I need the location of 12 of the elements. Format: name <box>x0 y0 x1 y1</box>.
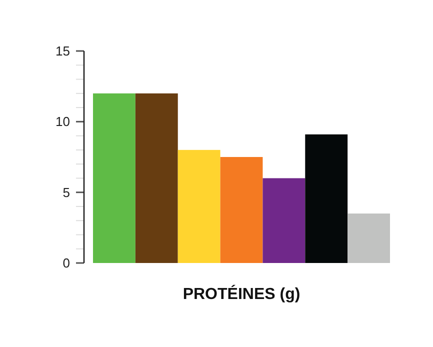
bar <box>93 93 136 263</box>
y-tick-label: 0 <box>62 256 70 271</box>
y-tick-label: 5 <box>62 184 70 200</box>
bar <box>178 150 220 263</box>
bar <box>305 134 348 263</box>
bar <box>220 157 263 263</box>
bar <box>135 93 178 263</box>
x-axis-title: PROTÉINES (g) <box>182 284 300 303</box>
bar <box>262 178 306 263</box>
bar <box>348 214 390 263</box>
y-tick-label: 10 <box>56 114 70 130</box>
y-tick-label: 15 <box>56 44 70 59</box>
